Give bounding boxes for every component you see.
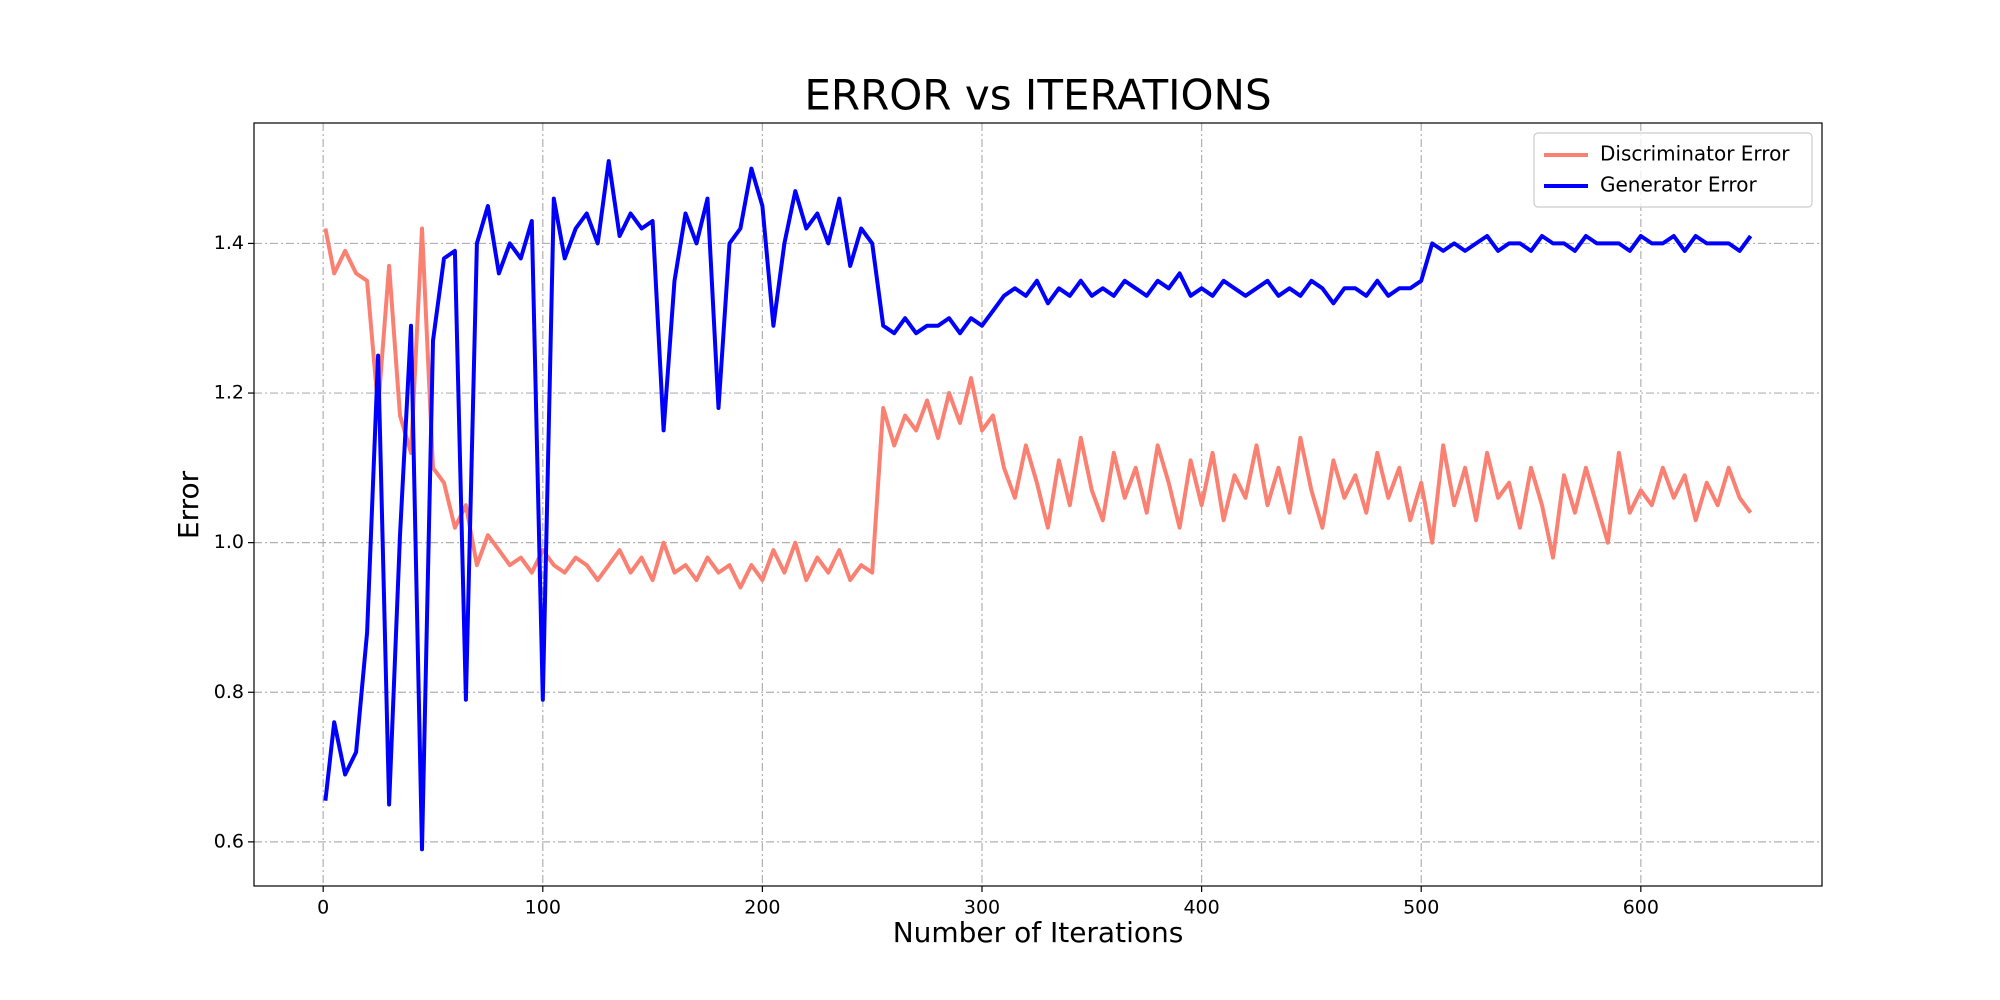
x-tick-label: 200 [744, 897, 780, 919]
x-tick-label: 100 [525, 897, 561, 919]
chart-title: ERROR vs ITERATIONS [804, 71, 1271, 120]
x-axis-label: Number of Iterations [893, 916, 1184, 949]
series-line [323, 226, 1753, 590]
legend-label: Generator Error [1600, 173, 1757, 197]
plot-frame [253, 122, 1823, 887]
x-tick-label: 400 [1183, 897, 1219, 919]
y-tick-label: 1.4 [214, 232, 244, 254]
x-tick-label: 300 [964, 897, 1000, 919]
x-tick-label: 500 [1403, 897, 1439, 919]
series-line [323, 159, 1753, 852]
x-tick-label: 0 [317, 897, 329, 919]
y-axis-label: Error [172, 470, 205, 539]
y-tick-label: 0.8 [214, 681, 244, 703]
y-tick-label: 1.0 [214, 531, 244, 553]
legend-label: Discriminator Error [1600, 142, 1790, 166]
y-tick-label: 1.2 [214, 382, 244, 404]
x-tick-label: 600 [1623, 897, 1659, 919]
y-tick-label: 0.6 [214, 830, 244, 852]
legend-box [1533, 132, 1813, 208]
